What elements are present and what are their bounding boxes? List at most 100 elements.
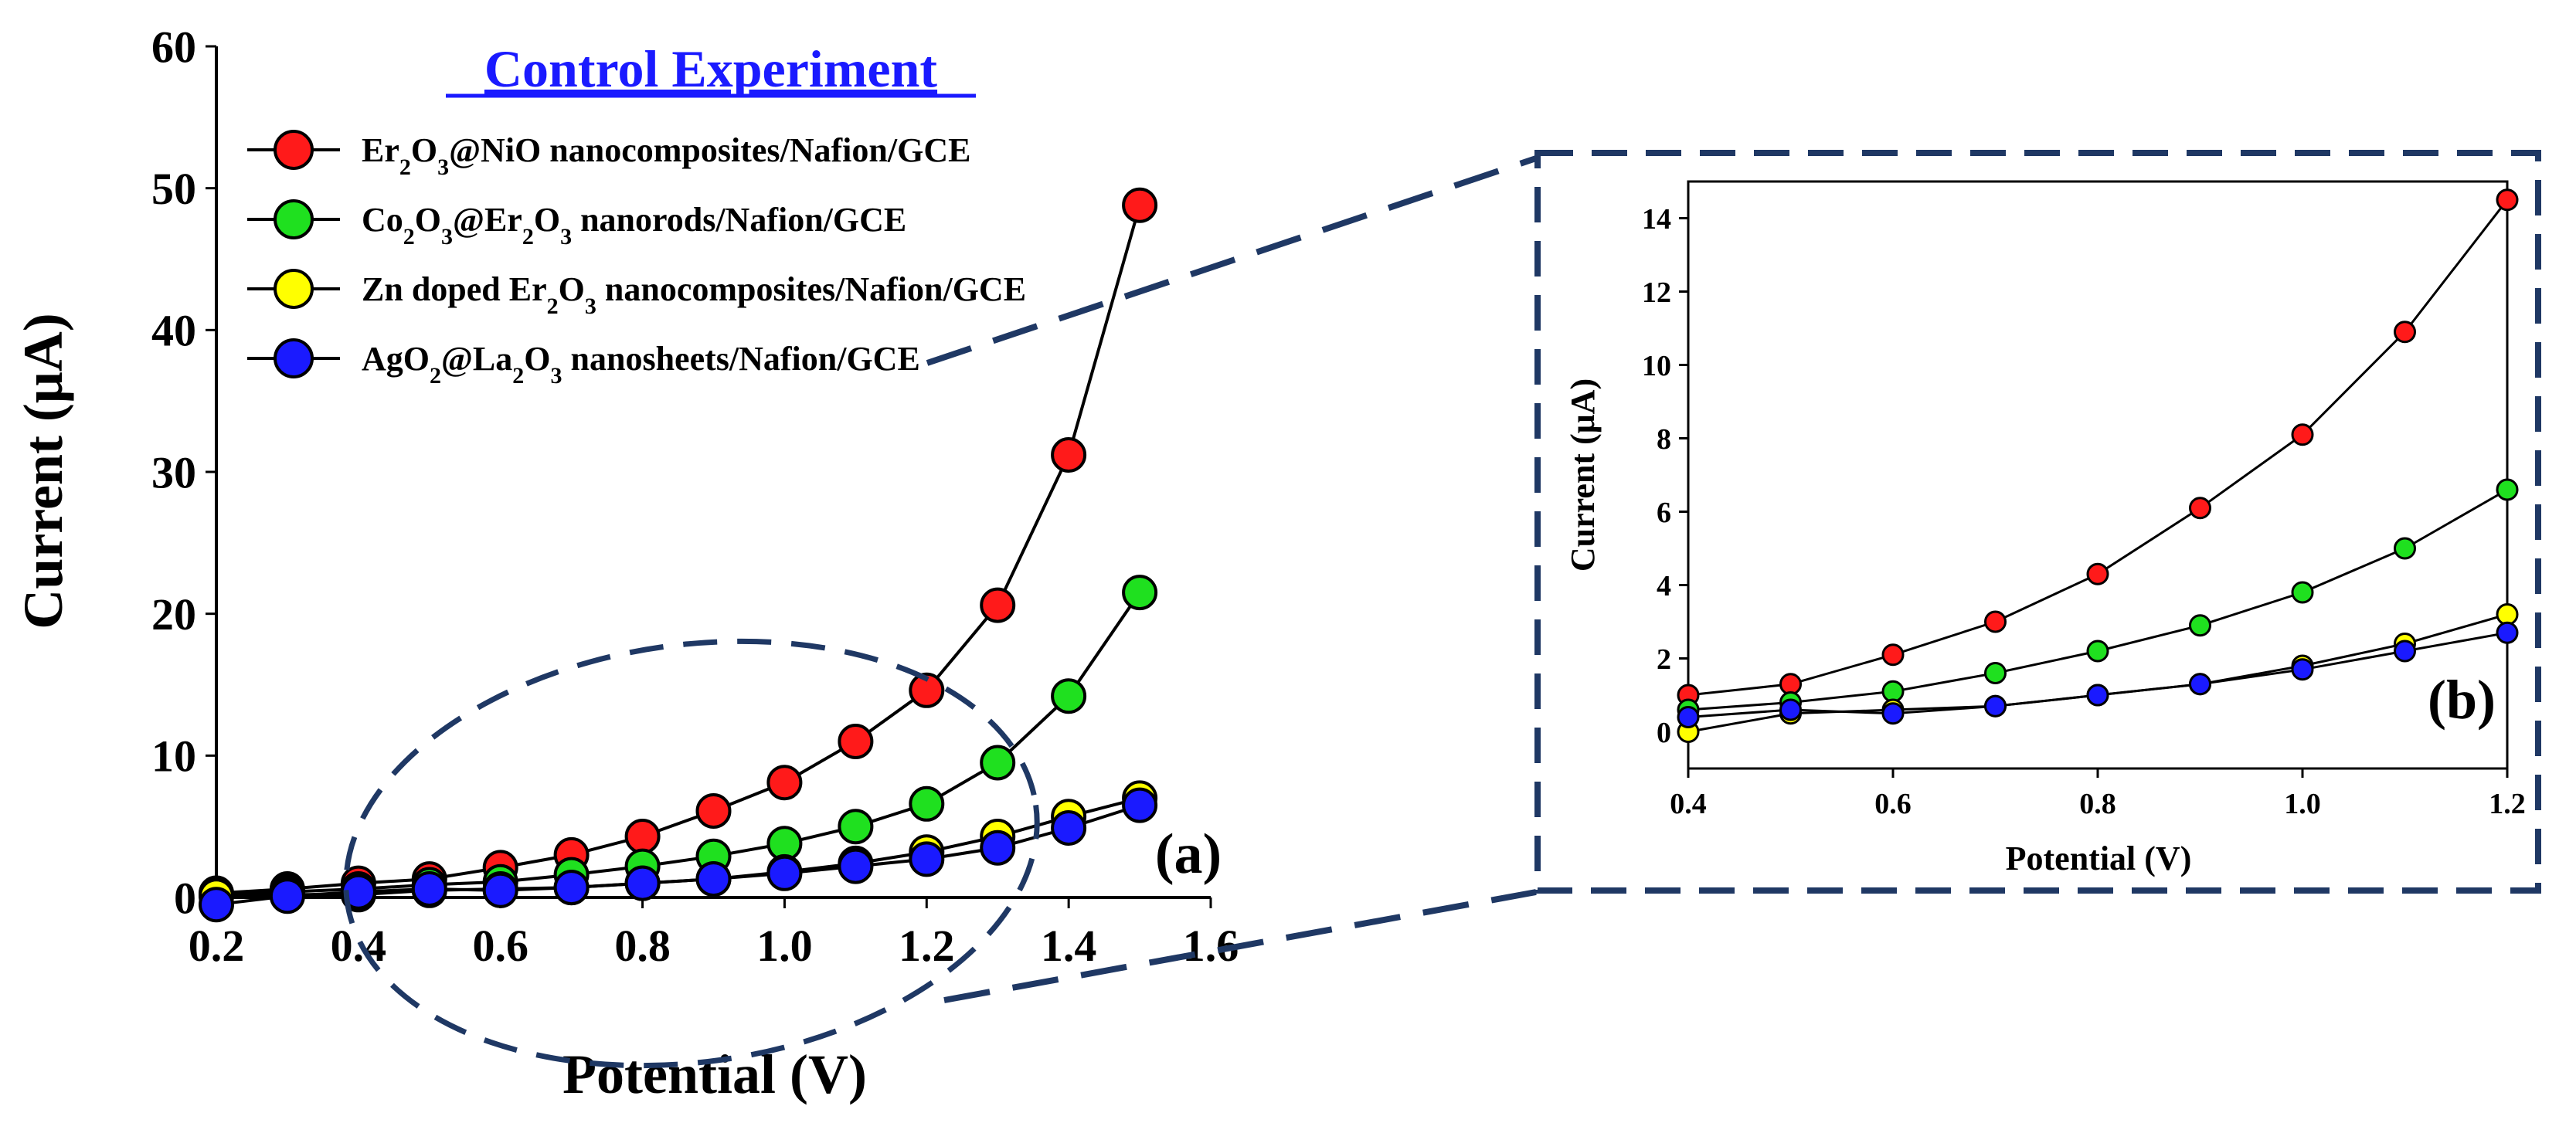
x-tick-label: 0.4 [331,921,387,971]
y-tick-label: 20 [151,589,196,640]
data-point-blue [909,841,945,877]
data-point-blue [766,855,803,891]
panel-b-x-axis-title: Potential (V) [2006,840,2192,877]
y-tick-label: 10 [151,731,196,782]
panel-b: 0.4 0.6 0.8 1.0 1.2 0 2 4 6 8 10 12 14 Potential (V)… [1564,180,2526,877]
y-tick-label: 2 [1657,643,1671,676]
y-tick-label: 60 [151,22,196,72]
data-point-blue [2291,658,2314,681]
series-line-red [216,205,1142,895]
data-point-blue [199,887,234,923]
data-point-blue [1779,698,1802,721]
data-point-blue [980,830,1016,866]
data-point-blue [2086,684,2109,707]
series-line-red [1687,198,2509,697]
data-point-green [2189,614,2211,637]
data-point-red [1122,187,1158,223]
x-tick-label: 1.4 [1041,921,1097,971]
y-tick-label: 10 [1642,350,1671,382]
legend-label-red: Er2O3@NiO nanocomposites/Nafion/GCE [362,131,970,180]
data-point-green [1881,680,1905,703]
data-point-red [2496,188,2519,212]
data-point-blue [482,872,518,908]
data-point-blue [553,870,590,906]
data-point-green [2291,581,2314,604]
data-point-yellow [2496,603,2519,626]
y-tick-label: 50 [151,164,196,214]
data-point-blue [1881,702,1905,725]
legend-label-yellow: Zn doped Er2O3 nanocomposites/Nafion/GCE [362,270,1026,319]
data-point-green [838,809,874,845]
data-point-green [1122,575,1158,611]
data-point-green [980,745,1016,781]
zoom-region-ellipse [343,638,1040,1069]
data-point-blue [340,874,376,910]
legend-title: Control Experiment [484,39,937,98]
x-tick-label: 1.0 [2284,788,2321,820]
x-tick-label: 1.2 [899,921,955,971]
data-point-red [980,587,1016,623]
y-tick-label: 0 [1657,717,1671,749]
data-point-red [2291,423,2314,446]
y-tick-label: 0 [174,873,196,923]
callout-box [1534,150,2541,894]
legend-marker-green [274,199,314,239]
x-tick-label: 0.4 [1670,788,1707,820]
data-point-red [2086,562,2109,585]
data-point-green [2496,478,2519,501]
data-point-blue [411,871,447,907]
data-point-red [695,793,732,829]
y-tick-label: 14 [1642,203,1671,236]
data-point-blue [1984,694,2007,718]
x-tick-label: 0.6 [472,921,528,971]
callout-connector-bottom [943,889,1537,1003]
legend-marker-yellow [274,269,314,309]
panel-a-x-axis-title: Potential (V) [562,1043,867,1105]
data-point-red [1051,437,1087,473]
data-point-red [624,819,661,854]
panel-b-label: (b) [2428,669,2496,731]
data-point-blue [269,878,305,914]
panel-a-label: (a) [1155,823,1222,886]
data-point-red [1779,673,1802,696]
legend-label-blue: AgO2@La2O3 nanosheets/Nafion/GCE [362,340,920,388]
y-tick-label: 4 [1657,570,1671,602]
data-point-blue [2189,673,2211,696]
data-point-green [2394,537,2416,560]
y-tick-label: 6 [1657,497,1671,529]
data-point-red [2394,321,2416,344]
data-point-green [2086,640,2109,663]
data-point-red [2189,497,2211,520]
data-point-red [838,724,874,759]
data-point-blue [1677,706,1700,728]
data-point-blue [2496,621,2519,644]
data-point-green [1051,678,1087,714]
panel-b-plot-frame [1687,180,2509,770]
data-point-blue [2394,640,2416,663]
data-point-red [1984,610,2007,633]
data-point-red [1881,643,1905,667]
panel-b-y-axis-title: Current (μA) [1564,378,1602,572]
y-tick-label: 30 [151,447,196,497]
y-tick-label: 12 [1642,277,1671,309]
data-point-blue [695,861,732,897]
data-point-blue [624,865,661,901]
legend-marker-blue [274,338,314,378]
y-tick-label: 40 [151,306,196,356]
x-tick-label: 0.8 [2079,788,2116,820]
x-tick-label: 1.0 [756,921,813,971]
legend-marker-red [274,130,314,170]
series-line-green [1687,488,2508,711]
data-point-red [766,765,803,801]
x-tick-label: 0.8 [614,921,671,971]
legend: Er2O3@NiO nanocomposites/Nafion/GCE Co2O3… [247,130,1026,388]
x-tick-label: 1.2 [2489,788,2526,820]
data-point-blue [1122,787,1158,823]
panel-a-y-axis-title: Current (μA) [12,313,74,629]
callout-connector-top [926,155,1538,366]
series-line-yellow [1687,613,2508,733]
data-point-red [909,672,945,708]
y-tick-label: 8 [1657,423,1671,456]
